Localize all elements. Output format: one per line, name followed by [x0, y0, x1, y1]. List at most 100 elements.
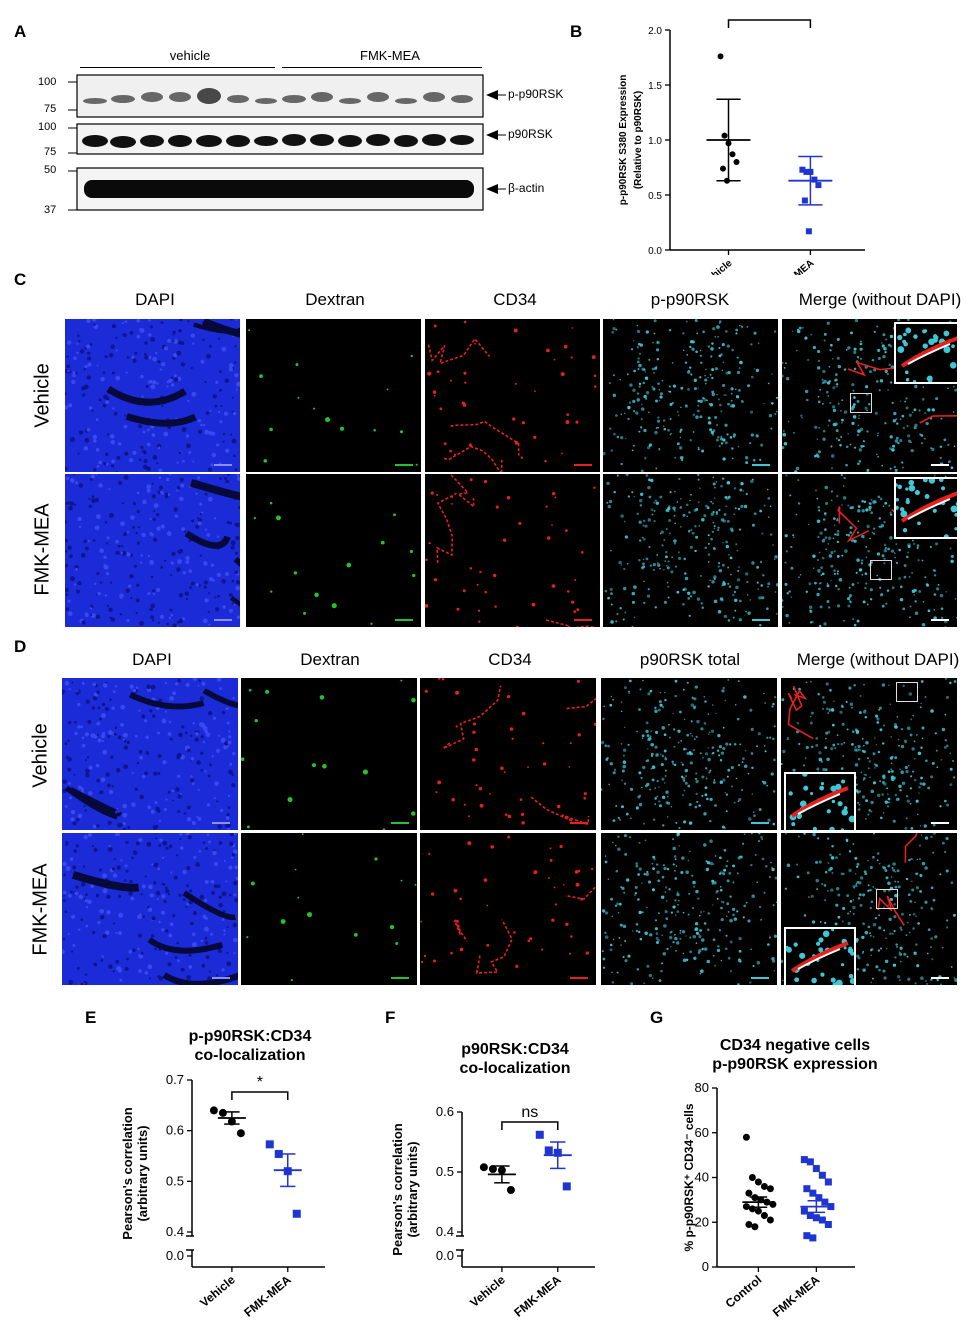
row-label-d-fmk-mea: FMK-MEA [29, 863, 52, 956]
panel-label-c: C [14, 270, 27, 289]
group-bar-fmk-mea [282, 67, 482, 68]
group-label-vehicle: vehicle [169, 48, 211, 63]
data-point-fmk-mea [815, 182, 822, 189]
scale-bar [752, 464, 770, 466]
data-point-control [760, 1212, 768, 1220]
panel-label-b: B [570, 22, 583, 41]
blot-label-p90rsk: p90RSK [508, 127, 553, 141]
data-point-control [745, 1220, 753, 1228]
scale-bar [570, 977, 588, 979]
y-axis-label: p-p90RSK S380 Expression (Relative to p90… [618, 75, 644, 206]
y-tick-label: 40 [695, 1170, 709, 1185]
data-point-fmk-mea [805, 228, 812, 235]
chart-title-line: CD34 negative cells [720, 1037, 870, 1054]
group-bar-vehicle [80, 67, 275, 68]
significance-label: * [257, 1074, 263, 1091]
x-tick-label: Control [723, 1273, 765, 1311]
data-point-fmk-mea [812, 1165, 820, 1173]
channel-label-d-rsk: p90RSK total [639, 650, 741, 669]
blot-beta-actin-band [84, 180, 474, 198]
x-tick-label: FMK-MEA [241, 1272, 294, 1319]
y-tick-label: 0.6 [166, 1123, 184, 1138]
micrograph-d-merge-vehicle [781, 678, 957, 830]
y-axis-label-line: (arbitrary units) [135, 1125, 150, 1221]
y-axis-label-line: (arbitrary units) [405, 1141, 420, 1237]
scale-bar [752, 619, 770, 621]
blot-p90rsk-bands [82, 134, 474, 148]
data-point-fmk-mea [800, 1156, 808, 1164]
micrograph-c-merge-fmk-mea [782, 474, 957, 627]
scale-bar [212, 977, 230, 979]
x-tick-label: Vehicle [701, 258, 735, 275]
data-point-fmk-mea [544, 1146, 553, 1155]
x-tick-label: Vehicle [467, 1272, 508, 1310]
data-point-fmk-mea [818, 1216, 826, 1224]
micrograph-d-rsk-fmk-mea [601, 833, 777, 985]
y-axis-label-line: Pearson's correlation [390, 1123, 405, 1255]
micrograph-c-rsk-vehicle [603, 319, 778, 472]
data-point-control [748, 1174, 756, 1181]
y-tick-label: 0.5 [166, 1173, 184, 1188]
chart-b: 0.0 0.5 1.0 1.5 2.0 p-p90RSK S380 Expression (… [618, 10, 865, 275]
channel-label-c-merge: Merge (without DAPI) [798, 290, 962, 309]
panel-label-f: F [385, 1008, 396, 1027]
significance-label: * [766, 10, 772, 19]
row-label-d-vehicle: Vehicle [29, 723, 52, 788]
y-tick-label: 2.0 [648, 26, 662, 37]
blot-p-p90rsk [76, 74, 484, 118]
data-point-control [742, 1133, 750, 1141]
y-tick-label: 0.4 [166, 1224, 184, 1239]
significance-bracket [231, 1091, 289, 1100]
y-tick-label: 0 [702, 1259, 709, 1274]
zoom-region-box [870, 560, 892, 580]
scale-bar [931, 977, 949, 979]
data-point-control [766, 1185, 774, 1193]
marker-50: 50 [44, 164, 57, 176]
micrograph-d-dextran-fmk-mea [241, 833, 417, 985]
data-point-control [751, 1223, 759, 1231]
micrograph-c-dapi-vehicle [65, 319, 240, 472]
y-axis-label-line: (Relative to p90RSK) [633, 91, 644, 189]
scale-bar [931, 464, 949, 466]
data-point-fmk-mea [274, 1149, 283, 1158]
y-tick-label: 1.0 [648, 136, 662, 147]
y-axis-label: Pearson's correlation(arbitrary units) [390, 1123, 420, 1255]
y-axis-label-line: Pearson's correlation [120, 1107, 135, 1239]
y-tick-label: 0.5 [436, 1164, 454, 1179]
micrograph-d-dapi-vehicle [62, 678, 238, 830]
channel-label-c-rsk: p-p90RSK [650, 290, 730, 309]
micrograph-d-dextran-vehicle [241, 678, 417, 830]
scale-bar [212, 822, 230, 824]
data-point-fmk-mea [824, 1220, 832, 1228]
marker-75-a: 75 [44, 103, 57, 115]
data-point-control [748, 1205, 756, 1213]
zoom-region-box [896, 682, 918, 702]
channel-label-c-cd34: CD34 [493, 290, 537, 309]
channel-label-d-cd34: CD34 [488, 650, 532, 669]
scale-bar [574, 464, 592, 466]
significance-bracket [727, 19, 812, 28]
data-point-fmk-mea [801, 197, 808, 204]
data-point-vehicle [209, 1106, 218, 1115]
chart-title-line: co-localization [459, 1060, 570, 1077]
y-tick-label: 0.4 [436, 1224, 454, 1239]
data-point-fmk-mea [292, 1209, 301, 1218]
marker-75-b: 75 [44, 146, 57, 158]
data-point-fmk-mea [812, 1214, 820, 1222]
chart-title-line: p-p90RSK:CD34 [189, 1028, 312, 1045]
y-tick-label: 0.5 [648, 191, 662, 202]
data-point-control [766, 1216, 774, 1224]
micrograph-d-dapi-fmk-mea [62, 833, 238, 985]
channel-label-c-dapi: DAPI [135, 290, 175, 309]
scale-bar [214, 464, 232, 466]
data-point-fmk-mea [803, 1232, 811, 1240]
row-label-c-fmk-mea: FMK-MEA [31, 503, 54, 596]
zoom-inset [894, 477, 957, 539]
scale-bar [574, 619, 592, 621]
data-point-fmk-mea [803, 1185, 811, 1193]
blot-p-p90rsk-bands [83, 88, 473, 104]
data-point-fmk-mea [824, 1178, 832, 1186]
chart-title-line: p-p90RSK expression [712, 1056, 877, 1073]
data-point-fmk-mea [809, 1234, 817, 1242]
data-point-control [760, 1182, 768, 1190]
